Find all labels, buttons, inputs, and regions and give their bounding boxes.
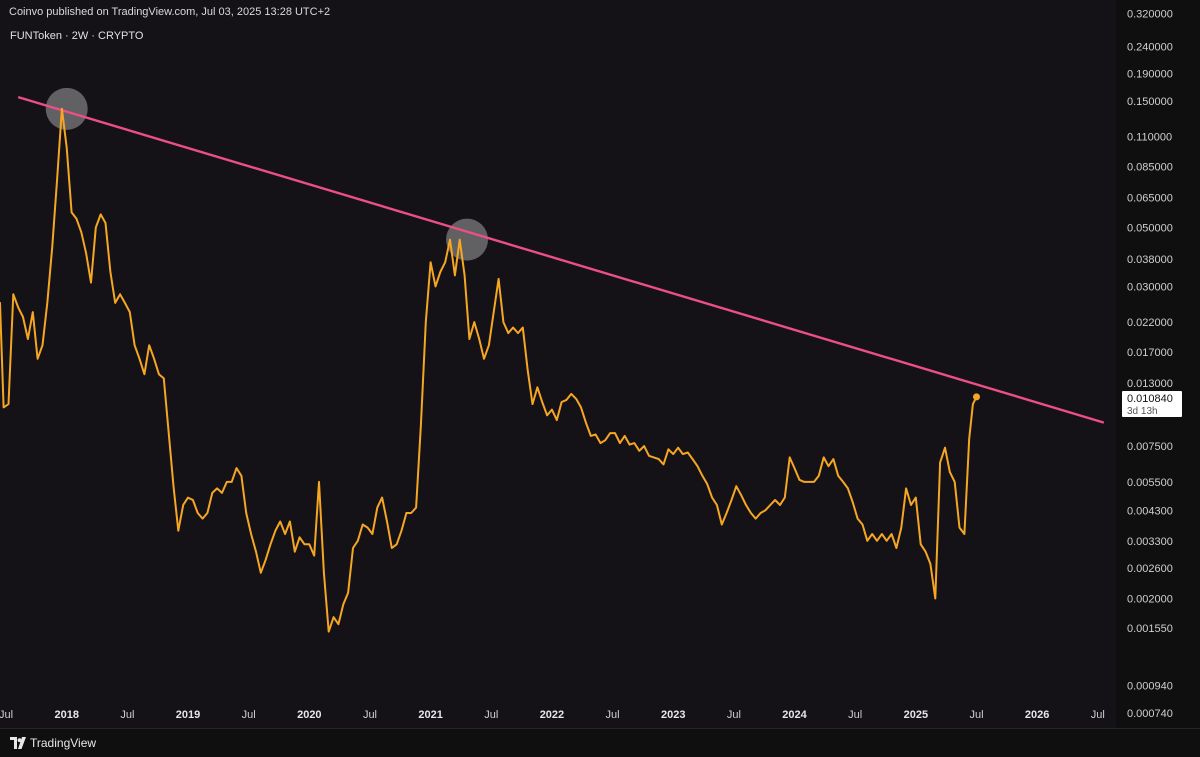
x-tick-label: Jul [120,709,134,721]
y-tick-label: 0.005500 [1127,477,1173,489]
highlight-circle-1 [45,87,88,130]
x-tick-label: Jul [242,709,256,721]
x-tick-label: Jul [969,709,983,721]
y-tick-label: 0.030000 [1127,281,1173,293]
y-tick-label: 0.085000 [1127,161,1173,173]
tradingview-logo-icon[interactable] [10,736,26,754]
x-tick-label: Jul [363,709,377,721]
y-tick-label: 0.002000 [1127,593,1173,605]
y-tick-label: 0.110000 [1127,132,1172,144]
x-tick-label: 2024 [782,709,807,721]
symbol-title[interactable]: FUNToken · 2W · CRYPTO [10,30,144,42]
x-tick-label: 2019 [176,709,200,721]
y-tick-label: 0.050000 [1127,223,1173,235]
footer-bar: TradingView [0,728,1200,757]
y-tick-label: 0.240000 [1127,42,1173,54]
y-tick-label: 0.000940 [1127,680,1173,692]
x-tick-label: 2018 [54,709,78,721]
x-tick-label: 2023 [661,709,685,721]
x-tick-label: Jul [606,709,620,721]
footer-brand[interactable]: TradingView [30,736,97,750]
y-tick-label: 0.065000 [1127,192,1173,204]
y-tick-label: 0.190000 [1127,69,1173,81]
trendline[interactable] [17,95,1105,424]
y-tick-label: 0.038000 [1127,254,1173,266]
last-price-dot [973,393,980,401]
x-tick-label: 2020 [297,709,321,721]
x-tick-label: 2025 [904,709,928,721]
x-tick-label: Jul [1091,709,1105,721]
x-tick-label: 2022 [540,709,564,721]
x-tick-label: Jul [727,709,741,721]
x-tick-label: 2026 [1025,709,1049,721]
y-tick-label: 0.002600 [1127,563,1173,575]
candle-countdown-label: 3d 13h [1127,406,1158,417]
y-tick-label: 0.007500 [1127,441,1173,453]
y-tick-label: 0.001550 [1127,623,1173,635]
y-tick-label: 0.017000 [1127,347,1173,359]
y-tick-label: 0.320000 [1127,9,1173,21]
y-tick-label: 0.003300 [1127,536,1173,548]
plot-background [0,0,1116,728]
x-tick-label: 2021 [418,709,442,721]
last-price-label: 0.010840 [1127,393,1173,405]
x-tick-label: Jul [484,709,498,721]
published-caption: Coinvo published on TradingView.com, Jul… [9,6,331,18]
y-tick-label: 0.004300 [1127,505,1173,517]
x-tick-label: Jul [848,709,862,721]
y-tick-label: 0.022000 [1127,317,1173,329]
y-tick-label: 0.013000 [1127,378,1173,390]
y-tick-label: 0.000740 [1127,708,1173,720]
x-tick-label: Jul [0,709,13,721]
y-tick-label: 0.150000 [1127,96,1173,108]
price-series-line[interactable] [0,107,978,633]
last-price-box [1122,391,1182,417]
